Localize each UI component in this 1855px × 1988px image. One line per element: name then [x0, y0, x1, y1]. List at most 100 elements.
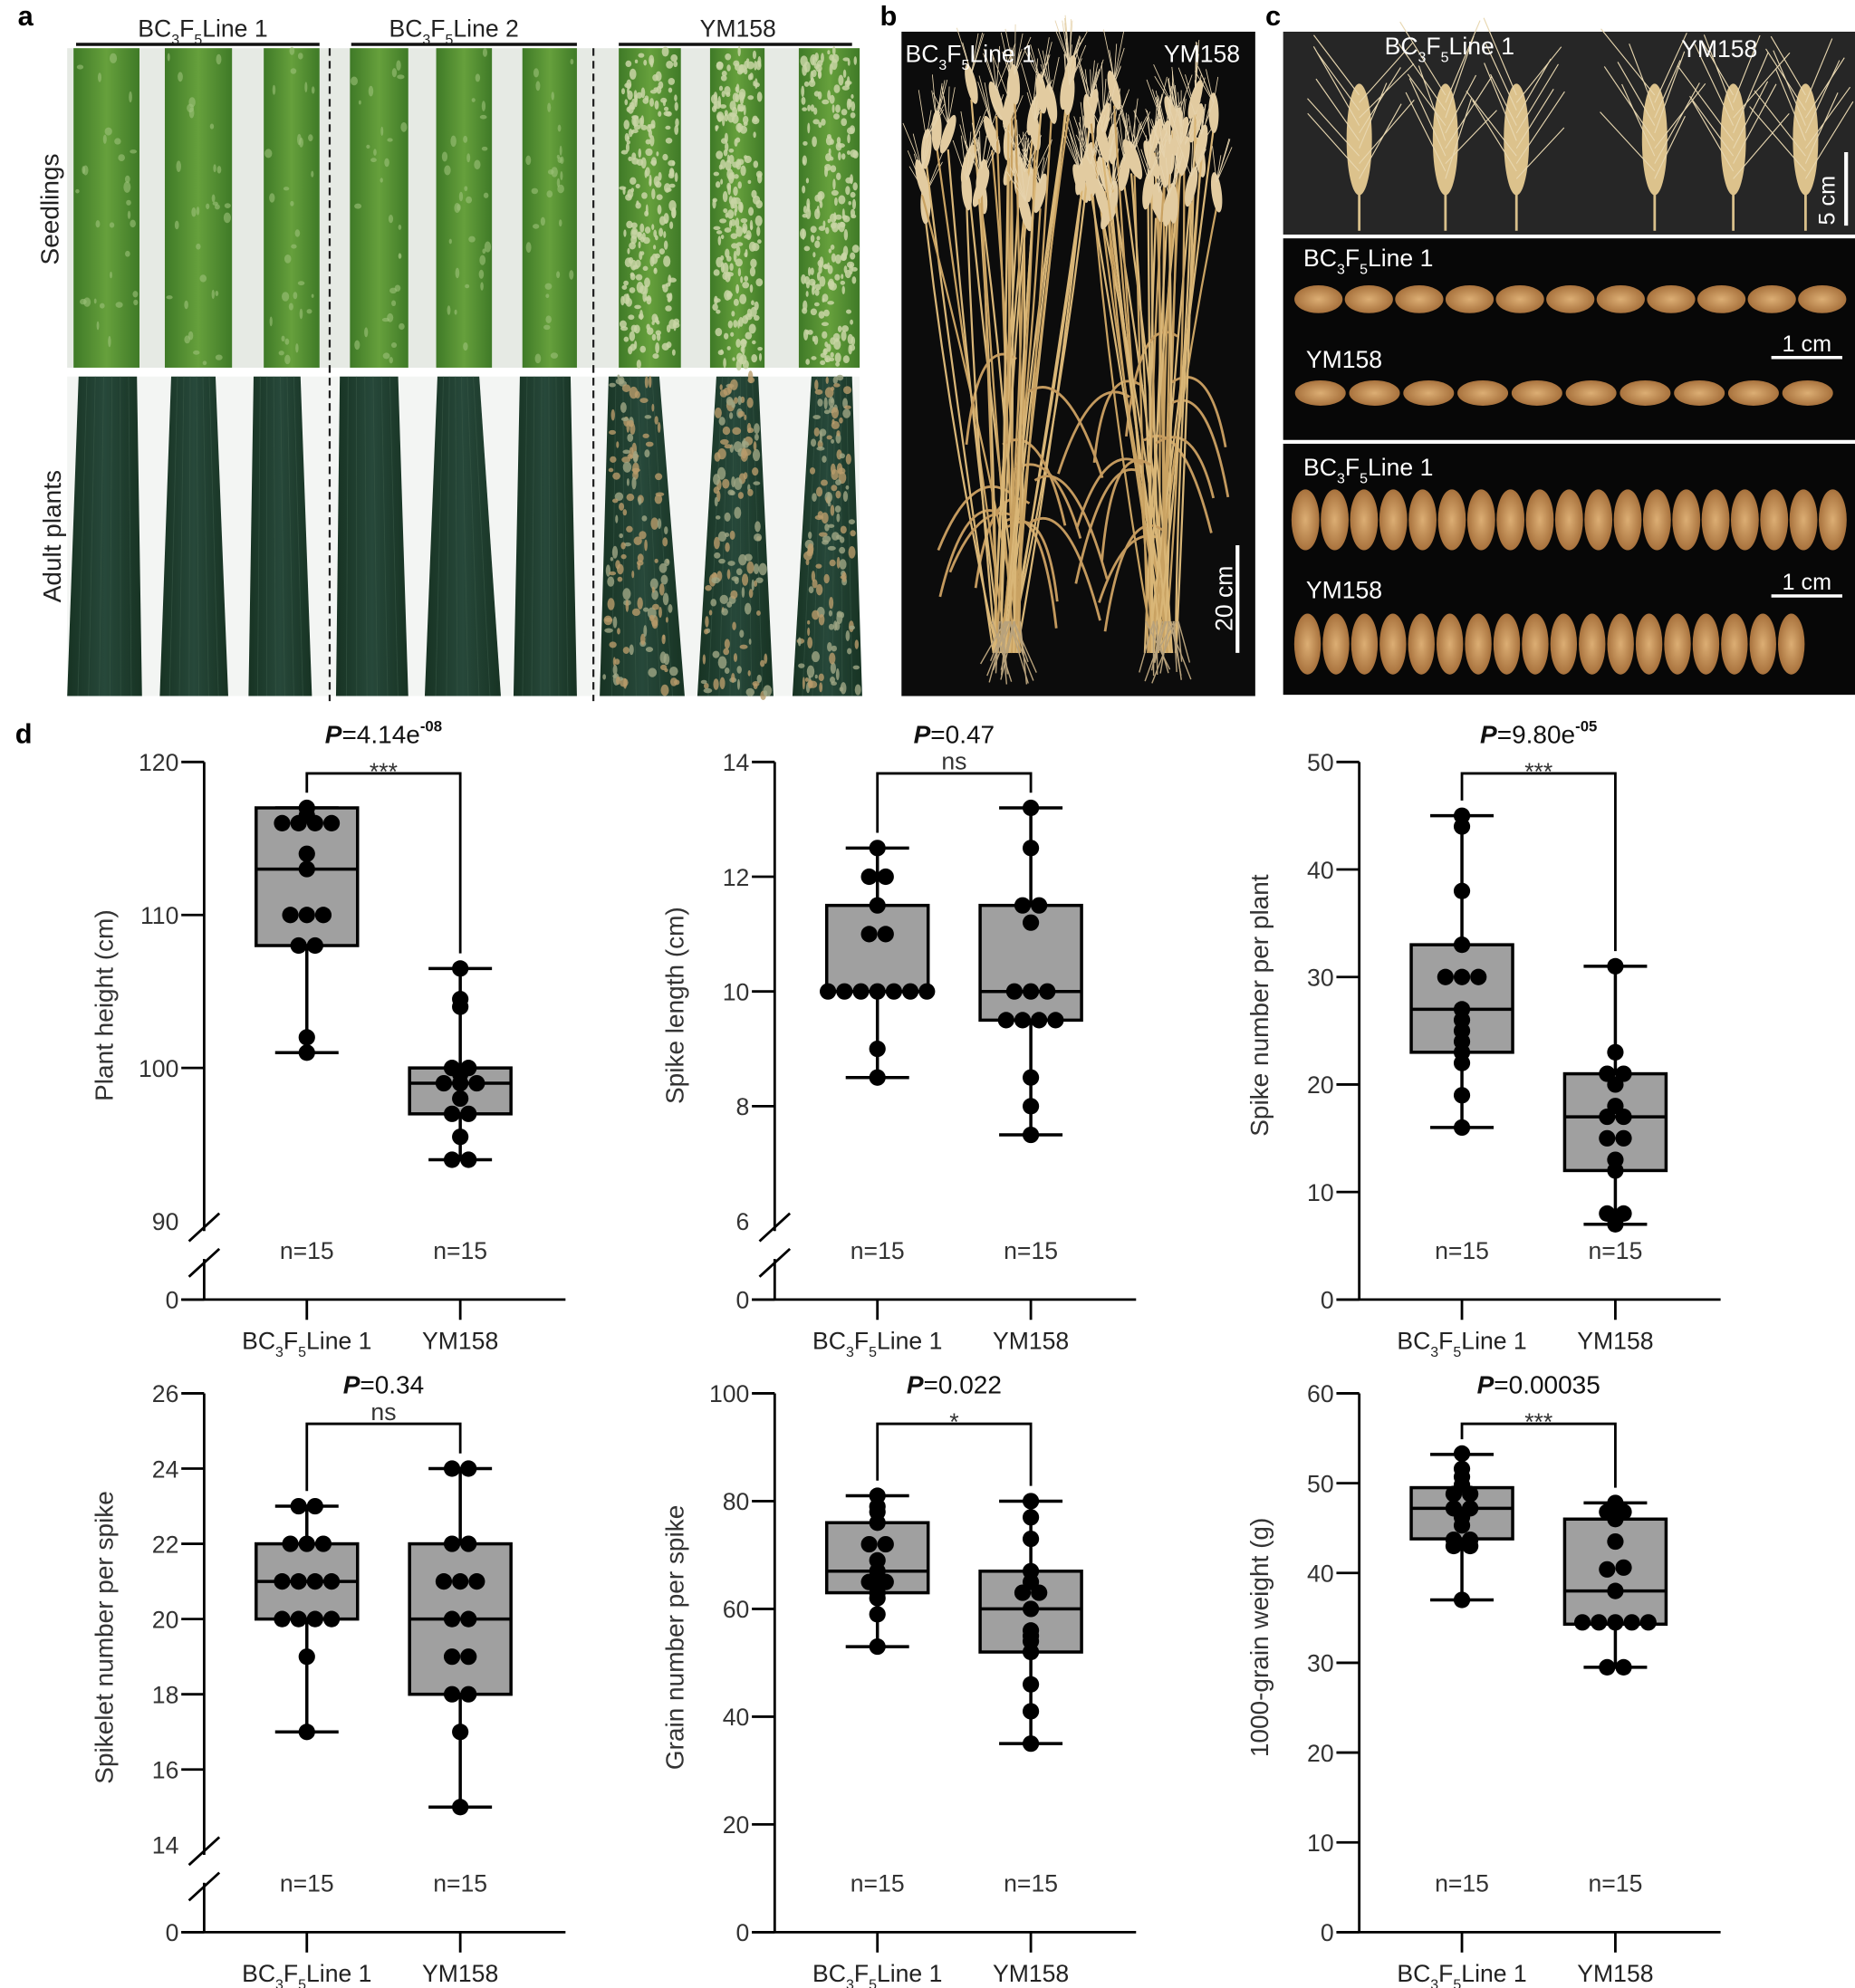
data-point	[460, 1460, 477, 1477]
data-point	[290, 1610, 307, 1628]
leaf-spot	[749, 283, 754, 293]
data-point	[443, 1151, 461, 1168]
awn	[1804, 38, 1833, 103]
rust-pustule	[746, 397, 754, 408]
leaf-spot	[810, 71, 814, 82]
leaf-spot	[827, 264, 833, 274]
leaf-spot	[390, 342, 398, 349]
leaf-spot	[216, 53, 222, 65]
leaf-spot	[830, 351, 834, 358]
rust-pustule	[833, 383, 841, 388]
grain	[1522, 613, 1549, 675]
leaf-spot	[719, 104, 727, 109]
rust-pustule	[621, 456, 631, 464]
rust-pustule	[660, 574, 668, 585]
rust-pustule	[850, 530, 856, 537]
rust-pustule	[745, 687, 754, 696]
data-point	[1005, 983, 1023, 1000]
rust-pustule	[719, 594, 729, 604]
rust-pustule	[633, 536, 642, 545]
leaf-spot	[213, 164, 216, 173]
leaf-spot	[531, 187, 539, 195]
box	[824, 903, 930, 994]
leaf-spot	[630, 187, 635, 193]
rust-pustule	[844, 405, 851, 409]
data-point	[877, 1535, 894, 1553]
leaf-spot	[663, 255, 671, 267]
awn	[1148, 129, 1153, 180]
data-point	[869, 1069, 886, 1086]
significance-label: ***	[370, 758, 398, 785]
rust-pustule	[830, 662, 836, 674]
text-segment: 5	[1441, 51, 1449, 66]
leaf-spot	[364, 327, 369, 338]
rust-pustule	[609, 641, 617, 648]
rust-pustule	[631, 608, 640, 617]
awn	[921, 139, 932, 169]
leaf-spot	[728, 154, 735, 165]
awn	[1091, 160, 1102, 188]
leaf-spot	[444, 165, 451, 176]
rust-pustule	[754, 423, 760, 435]
data-point	[1607, 1582, 1624, 1599]
data-point	[306, 1497, 323, 1515]
awn	[1148, 139, 1168, 180]
awn	[1026, 91, 1036, 121]
leaf-spot	[109, 53, 118, 63]
rust-pustule	[714, 552, 721, 559]
awn	[1168, 156, 1183, 197]
stem	[1163, 221, 1173, 653]
leaf-spot	[464, 186, 468, 192]
data-point	[860, 1535, 878, 1553]
leaf-spot	[306, 309, 312, 314]
rust-pustule	[658, 607, 662, 619]
rust-pustule	[615, 378, 625, 385]
awn	[1068, 20, 1073, 67]
awn	[1212, 146, 1217, 183]
leaf-spot	[650, 159, 657, 166]
leaf-spot	[653, 176, 660, 187]
leaf-spot	[178, 72, 183, 82]
leaf-spot	[127, 210, 131, 219]
awn	[1069, 42, 1081, 85]
data-point	[869, 1487, 886, 1504]
data-point	[435, 1573, 453, 1590]
rust-pustule	[835, 490, 841, 499]
rust-pustule	[734, 477, 743, 490]
leaf-spot	[196, 243, 201, 250]
leaf-spot	[814, 240, 821, 249]
rust-pustule	[807, 627, 811, 637]
root	[1019, 620, 1028, 685]
leaf-spot	[639, 310, 643, 321]
leaf-spot	[629, 68, 637, 80]
rust-pustule	[620, 553, 627, 560]
text-segment: BC	[812, 1960, 846, 1987]
awn	[978, 75, 993, 125]
leaf-spot	[824, 164, 831, 171]
adult-leaf	[424, 376, 501, 696]
grain	[1554, 489, 1583, 551]
seedling-leaf	[73, 48, 139, 368]
leaf-spot	[373, 149, 377, 156]
text-segment: F	[1426, 33, 1440, 60]
leaf-vein	[88, 376, 96, 696]
leaf-spot	[829, 139, 834, 145]
awn	[1069, 132, 1081, 174]
rust-pustule	[644, 449, 650, 458]
grain	[1546, 284, 1595, 313]
leaf-spot	[734, 174, 739, 179]
leaf-spot	[293, 292, 298, 300]
leaf-spot	[284, 254, 292, 264]
awn	[1091, 60, 1095, 99]
rust-pustule	[610, 557, 614, 562]
awn	[1307, 112, 1360, 172]
awn	[1733, 83, 1777, 164]
leaf-spot	[211, 194, 216, 203]
y-tick-label: 40	[1307, 857, 1334, 884]
grain	[1322, 613, 1350, 675]
leaf-spot	[720, 262, 725, 274]
dry-leaf	[1074, 468, 1144, 584]
data-point	[1615, 1658, 1632, 1676]
